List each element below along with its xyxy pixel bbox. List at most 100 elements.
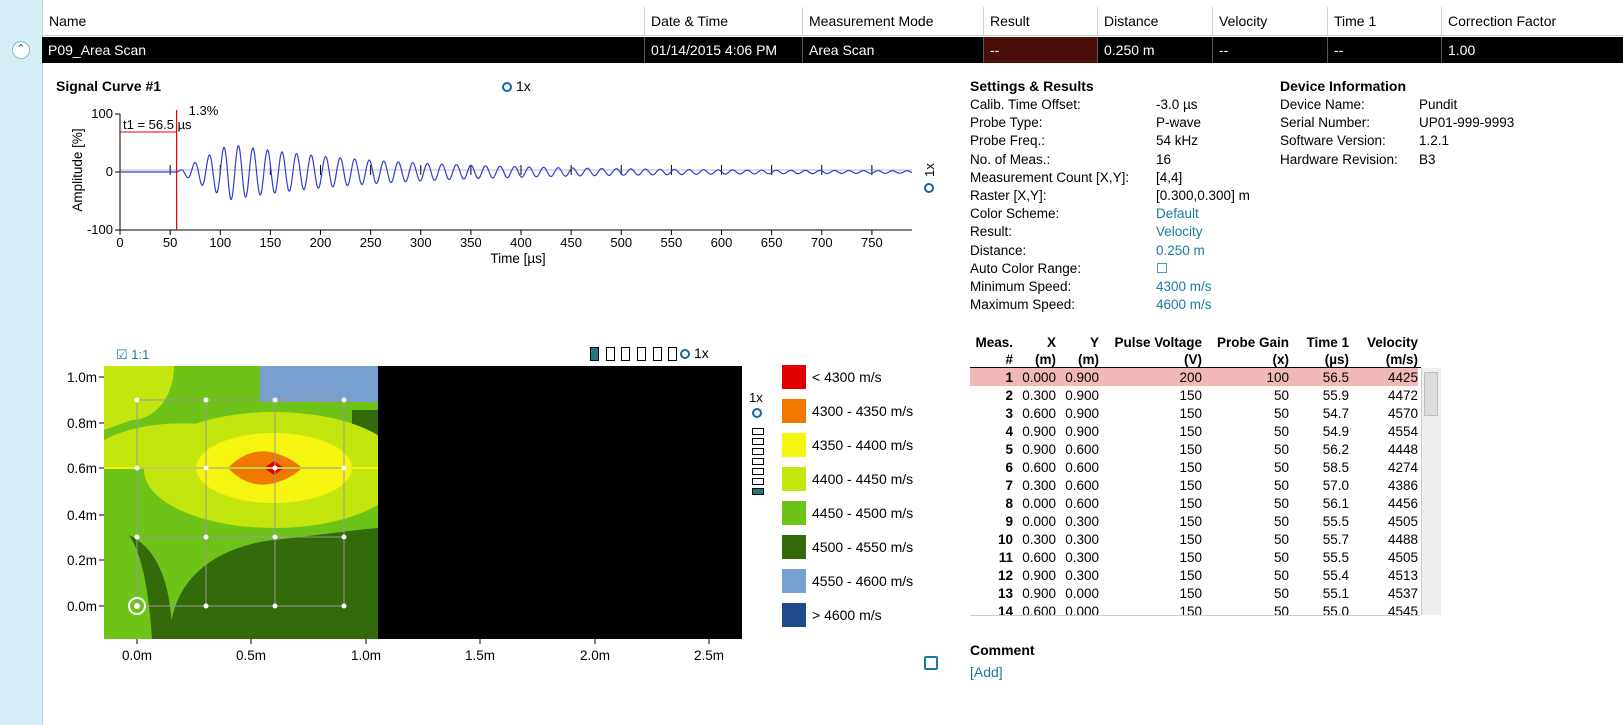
col-velocity[interactable]: Velocity <box>1212 7 1327 35</box>
table-cell: 55.7 <box>1322 531 1349 547</box>
setting-value[interactable]: Velocity <box>1156 224 1203 240</box>
table-scrollbar[interactable] <box>1421 368 1441 615</box>
table-header-cell: Meas. <box>975 335 1013 350</box>
comment-title: Comment <box>970 642 1035 658</box>
layer-indicator-icon[interactable] <box>605 347 615 361</box>
table-row[interactable]: 13 0.900 0.000 150 50 55.1 4537 <box>970 584 1418 602</box>
x-tick-label: 250 <box>360 235 382 250</box>
table-row[interactable]: 8 0.000 0.600 150 50 56.1 4456 <box>970 494 1418 512</box>
table-cell: 55.9 <box>1322 387 1349 403</box>
table-cell: 4448 <box>1387 441 1418 457</box>
legend-label: 4350 - 4400 m/s <box>812 437 914 453</box>
scrollbar-thumb[interactable] <box>1424 372 1438 416</box>
table-row[interactable]: 11 0.600 0.300 150 50 55.5 4505 <box>970 548 1418 566</box>
magnifier-icon[interactable] <box>752 408 762 418</box>
device-value: B3 <box>1419 151 1436 167</box>
table-header-cell: (µs) <box>1324 352 1349 367</box>
table-cell: 150 <box>1179 549 1202 565</box>
col-result[interactable]: Result <box>983 7 1097 35</box>
table-row[interactable]: 4 0.900 0.900 150 50 54.9 4554 <box>970 422 1418 440</box>
layer-indicator-icon[interactable] <box>652 347 662 361</box>
legend-label: < 4300 m/s <box>812 369 882 385</box>
layer-indicator-icon[interactable] <box>636 347 646 361</box>
col-distance[interactable]: Distance <box>1097 7 1212 35</box>
setting-value[interactable]: 4600 m/s <box>1156 297 1212 313</box>
legend-swatch <box>782 467 806 491</box>
map-zoom-button[interactable]: 1x <box>680 345 709 361</box>
x-tick-label: 400 <box>510 235 532 250</box>
table-row[interactable]: 9 0.000 0.300 150 50 55.5 4505 <box>970 512 1418 530</box>
ratio-toggle[interactable]: ☑ 1:1 <box>116 347 149 363</box>
layer-indicator-icon[interactable] <box>621 347 631 361</box>
map-y-tick-label: 0.8m <box>67 416 97 431</box>
table-row[interactable]: 3 0.600 0.900 150 50 54.7 4570 <box>970 404 1418 422</box>
table-row[interactable]: 5 0.900 0.600 150 50 56.2 4448 <box>970 440 1418 458</box>
layer-indicator-icon[interactable] <box>668 347 678 361</box>
table-row[interactable]: 1 0.000 0.900 200 100 56.5 4425 <box>970 368 1418 386</box>
table-row[interactable]: P09_Area Scan 01/14/2015 4:06 PM Area Sc… <box>42 37 1623 63</box>
table-cell: 50 <box>1273 549 1289 565</box>
col-time1[interactable]: Time 1 <box>1327 7 1441 35</box>
layer-indicator-icon[interactable] <box>752 458 764 465</box>
double-chevron-up-icon[interactable]: ⌃ <box>12 41 30 59</box>
layer-indicator-icon[interactable] <box>752 488 764 495</box>
setting-label: Probe Type: <box>970 115 1043 131</box>
signal-zoom-button[interactable]: 1x <box>502 78 531 94</box>
table-cell: 150 <box>1179 495 1202 511</box>
table-cell: 4386 <box>1387 477 1418 493</box>
table-row[interactable]: 2 0.300 0.900 150 50 55.9 4472 <box>970 386 1418 404</box>
table-row[interactable]: 6 0.600 0.600 150 50 58.5 4274 <box>970 458 1418 476</box>
layer-indicator-icon[interactable] <box>590 347 599 361</box>
table-cell: 4570 <box>1387 405 1418 421</box>
x-tick-label: 200 <box>310 235 332 250</box>
layer-indicator-icon[interactable] <box>752 478 764 485</box>
setting-label: No. of Meas.: <box>970 151 1051 167</box>
table-cell: 4 <box>1005 423 1013 439</box>
table-cell: 150 <box>1179 423 1202 439</box>
table-cell: 0.900 <box>1022 441 1056 457</box>
setting-value[interactable]: Default <box>1156 206 1199 222</box>
setting-value[interactable]: 0.250 m <box>1156 242 1205 258</box>
layer-indicator-icon[interactable] <box>752 428 764 435</box>
row-name: P09_Area Scan <box>48 42 147 58</box>
map-x-tick-label: 1.0m <box>351 648 381 663</box>
map-x-tick-label: 0.5m <box>236 648 266 663</box>
settings-title: Settings & Results <box>970 78 1094 94</box>
table-cell: 0.600 <box>1065 459 1099 475</box>
table-cell: 150 <box>1179 459 1202 475</box>
layer-strip <box>752 428 764 498</box>
legend-swatch <box>782 501 806 525</box>
table-cell: 0.600 <box>1022 603 1056 616</box>
col-name[interactable]: Name <box>42 7 648 35</box>
col-correction[interactable]: Correction Factor <box>1441 7 1623 35</box>
table-cell: 54.7 <box>1322 405 1349 421</box>
table-cell: 12 <box>997 567 1013 583</box>
legend-swatch <box>782 433 806 457</box>
setting-value[interactable]: 4300 m/s <box>1156 279 1212 294</box>
measurement-table-body[interactable]: 1 0.000 0.900 200 100 56.5 4425 2 0.300 0.900 150 5… <box>970 368 1420 616</box>
table-header-cell: Pulse Voltage <box>1114 335 1202 350</box>
layer-indicator-icon[interactable] <box>752 448 764 455</box>
table-cell: 50 <box>1273 441 1289 457</box>
col-mode[interactable]: Measurement Mode <box>802 7 983 35</box>
col-datetime[interactable]: Date & Time <box>644 7 802 35</box>
table-row[interactable]: 10 0.300 0.300 150 50 55.7 4488 <box>970 530 1418 548</box>
layer-indicator-icon[interactable] <box>752 438 764 445</box>
row-correction: 1.00 <box>1441 37 1623 63</box>
table-row[interactable]: 7 0.300 0.600 150 50 57.0 4386 <box>970 476 1418 494</box>
setting-value[interactable]: ☐ <box>1156 260 1169 276</box>
x-tick-label: 350 <box>460 235 482 250</box>
table-header-cell: Time 1 <box>1306 335 1349 350</box>
setting-label: Minimum Speed: <box>970 279 1072 294</box>
popout-icon[interactable] <box>924 656 938 670</box>
add-comment-link[interactable]: [Add] <box>970 664 1003 680</box>
legend-swatch <box>782 399 806 423</box>
device-label: Serial Number: <box>1280 115 1371 131</box>
table-row[interactable]: 14 0.600 0.000 150 50 55.0 4545 <box>970 602 1418 616</box>
table-header-cell: X <box>1046 335 1056 350</box>
layer-indicator-icon[interactable] <box>752 468 764 475</box>
table-header-cell: (x) <box>1272 352 1290 367</box>
table-cell: 55.0 <box>1322 603 1349 616</box>
table-cell: 4505 <box>1387 513 1418 529</box>
table-row[interactable]: 12 0.900 0.300 150 50 55.4 4513 <box>970 566 1418 584</box>
